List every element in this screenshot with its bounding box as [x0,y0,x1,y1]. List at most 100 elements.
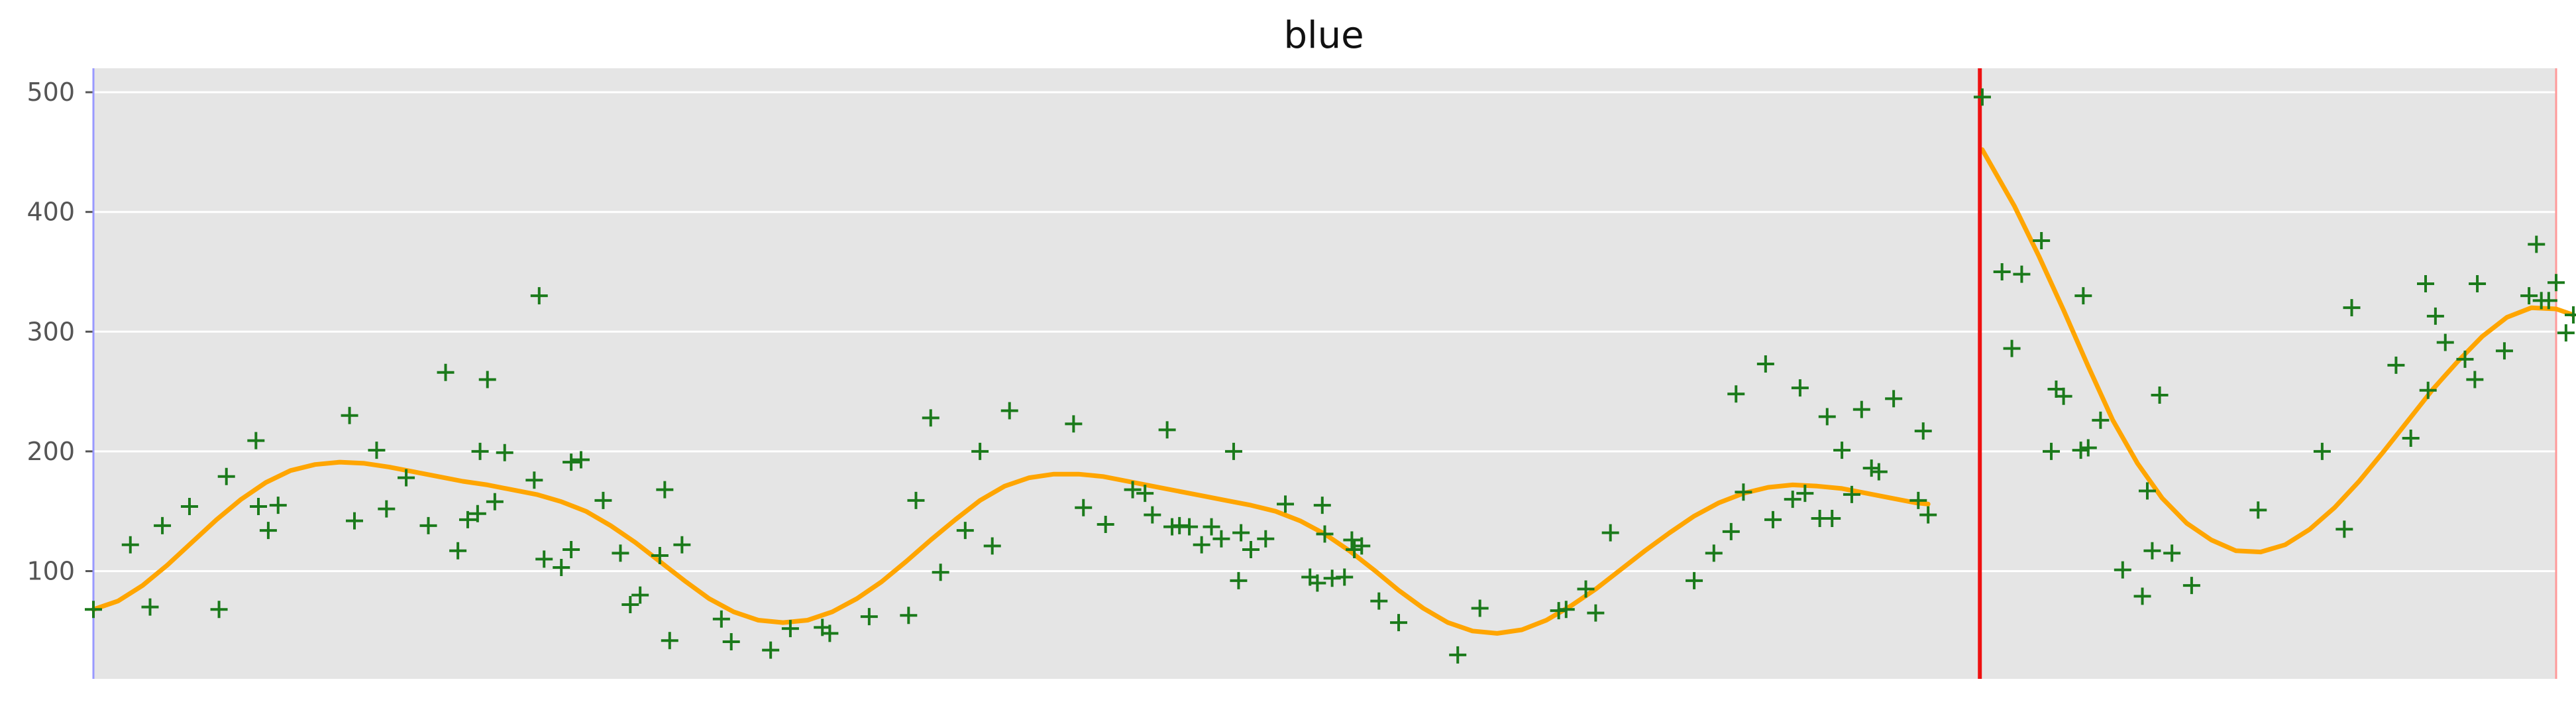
data-point [1796,485,1814,503]
data-point [612,544,629,562]
data-point [1791,379,1809,397]
data-point [1144,506,1161,524]
y-tick-label: 500 [27,78,75,107]
data-point [932,564,949,581]
data-point [1224,442,1242,460]
data-point [900,607,918,625]
data-point [1909,491,1927,509]
y-tick-label: 300 [27,317,75,346]
data-point [673,536,691,554]
data-point [1390,614,1408,632]
data-point [210,601,228,619]
data-point [2417,275,2434,293]
data-point [2456,350,2474,368]
data-point [1065,415,1083,433]
plot-area: 100 200 300 400 500 [27,68,2576,679]
data-point [1993,263,2011,280]
data-point [535,550,553,568]
data-point [1705,544,1723,562]
chart-title: blue [1283,14,1364,57]
data-point [563,540,580,558]
data-point [2074,287,2092,305]
data-point [2043,442,2061,460]
data-point [1336,568,1354,586]
data-point [269,497,287,514]
data-point [1722,522,1740,540]
data-point [1601,524,1619,542]
data-point [1833,442,1851,459]
data-point [2055,387,2072,405]
data-point [1370,592,1388,610]
data-point [2047,380,2065,398]
data-point [621,596,639,614]
data-point [346,512,364,530]
data-point [478,371,496,388]
data-point [1181,518,1199,536]
data-point [1343,531,1361,549]
data-point [2548,274,2565,292]
data-point [1242,540,1260,558]
data-point [2557,324,2575,342]
data-point [1843,485,1860,503]
data-point [1313,497,1331,514]
data-point [1862,459,1880,477]
data-point [154,516,172,534]
y-tick-label: 200 [27,437,75,466]
data-point [2402,430,2420,447]
data-point [180,497,198,515]
data-point [1158,421,1176,439]
data-point [1818,408,1836,426]
data-point [983,537,1001,555]
data-point [121,536,139,554]
data-point [1230,571,1248,589]
data-point [2528,235,2546,253]
data-point [1277,495,1295,513]
data-point [1136,485,1154,503]
data-point [217,467,235,485]
data-point [471,442,489,460]
data-point [781,620,799,638]
data-point [2540,292,2557,310]
data-point [378,500,396,518]
data-point [2072,442,2090,459]
data-point [2182,577,2200,595]
data-point [651,546,669,564]
data-point [762,641,780,659]
data-point [1309,574,1326,592]
data-point [956,522,974,540]
data-point [722,633,740,651]
data-point [594,491,612,509]
data-point [2466,371,2484,388]
data-point [2469,275,2487,293]
data-point [2565,306,2576,324]
data-point [922,409,939,427]
fit-line [91,459,1931,636]
data-point [2313,442,2331,460]
data-point [468,505,486,522]
data-point [1212,530,1230,548]
data-point [141,598,159,616]
data-point [1471,599,1489,617]
data-point [2079,439,2097,457]
data-point [1097,516,1114,534]
data-point [1075,499,1093,516]
data-point [2520,287,2538,305]
data-point [2387,356,2405,374]
data-point [341,406,358,424]
data-point [821,625,839,642]
plot-background [93,68,2556,679]
data-point [259,522,277,540]
data-point [2419,381,2437,399]
data-point [398,469,415,487]
data-point [1587,604,1605,622]
data-point [2163,544,2181,562]
data-point [1193,536,1210,554]
data-point [1764,510,1782,528]
data-point [1885,390,1903,408]
data-point [1735,483,1752,501]
data-point [1823,510,1841,528]
data-point [1124,481,1142,499]
data-point [2343,299,2361,317]
data-point [1784,491,1801,508]
